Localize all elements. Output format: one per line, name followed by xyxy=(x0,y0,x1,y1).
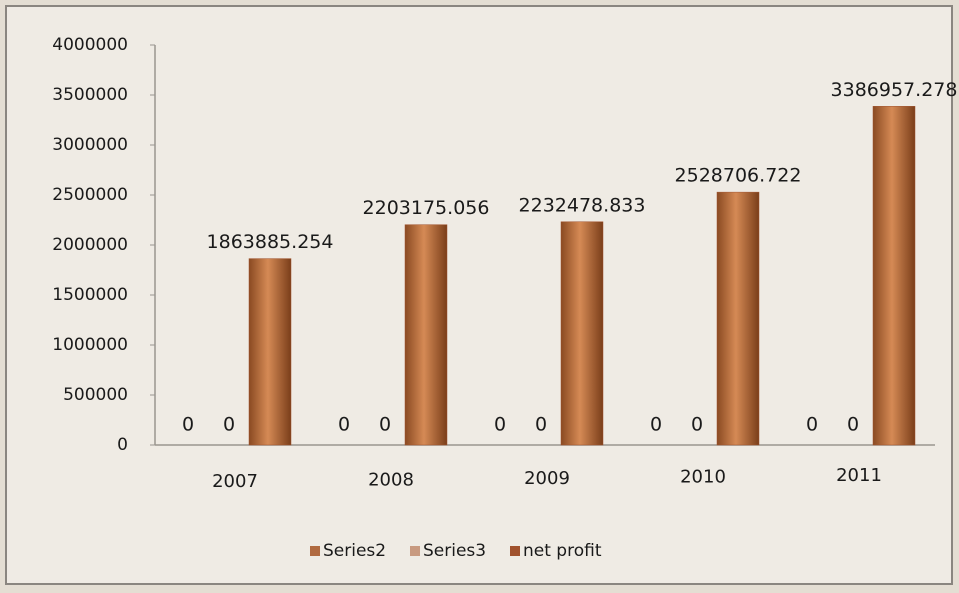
value-label: 0 xyxy=(691,414,703,436)
bar xyxy=(404,224,448,446)
value-label: 0 xyxy=(379,414,391,436)
value-label: 0 xyxy=(338,414,350,436)
value-label: 2528706.722 xyxy=(675,165,802,187)
legend-swatch xyxy=(310,546,320,556)
x-tick-label: 2007 xyxy=(212,471,258,492)
value-label: 0 xyxy=(182,414,194,436)
y-tick-label: 1000000 xyxy=(52,335,128,355)
x-tick-label: 2009 xyxy=(524,468,570,489)
x-tick-label: 2011 xyxy=(836,465,882,486)
y-tick-label: 4000000 xyxy=(52,35,128,55)
y-tick-label: 1500000 xyxy=(52,285,128,305)
value-label: 3386957.278 xyxy=(831,79,958,101)
legend-label: net profit xyxy=(523,541,602,561)
legend-swatch xyxy=(410,546,420,556)
y-tick-label: 0 xyxy=(117,435,128,455)
value-label: 0 xyxy=(494,414,506,436)
legend-label: Series3 xyxy=(423,541,486,561)
value-label: 2203175.056 xyxy=(363,197,490,219)
y-tick-label: 3000000 xyxy=(52,135,128,155)
legend-swatch xyxy=(510,546,520,556)
x-tick-label: 2008 xyxy=(368,470,414,491)
chart-frame xyxy=(5,5,953,585)
y-tick-label: 2000000 xyxy=(52,235,128,255)
value-label: 0 xyxy=(806,414,818,436)
bar xyxy=(872,106,916,446)
y-tick-label: 2500000 xyxy=(52,185,128,205)
value-label: 2232478.833 xyxy=(519,194,646,216)
value-label: 0 xyxy=(650,414,662,436)
value-label: 0 xyxy=(847,414,859,436)
value-label: 0 xyxy=(535,414,547,436)
legend-label: Series2 xyxy=(323,541,386,561)
bar xyxy=(560,221,604,446)
x-tick-label: 2010 xyxy=(680,467,726,488)
value-label: 0 xyxy=(223,414,235,436)
value-label: 1863885.254 xyxy=(207,231,334,253)
y-tick-label: 500000 xyxy=(63,385,128,405)
bar xyxy=(716,191,760,446)
y-tick-label: 3500000 xyxy=(52,85,128,105)
bar xyxy=(248,258,292,446)
